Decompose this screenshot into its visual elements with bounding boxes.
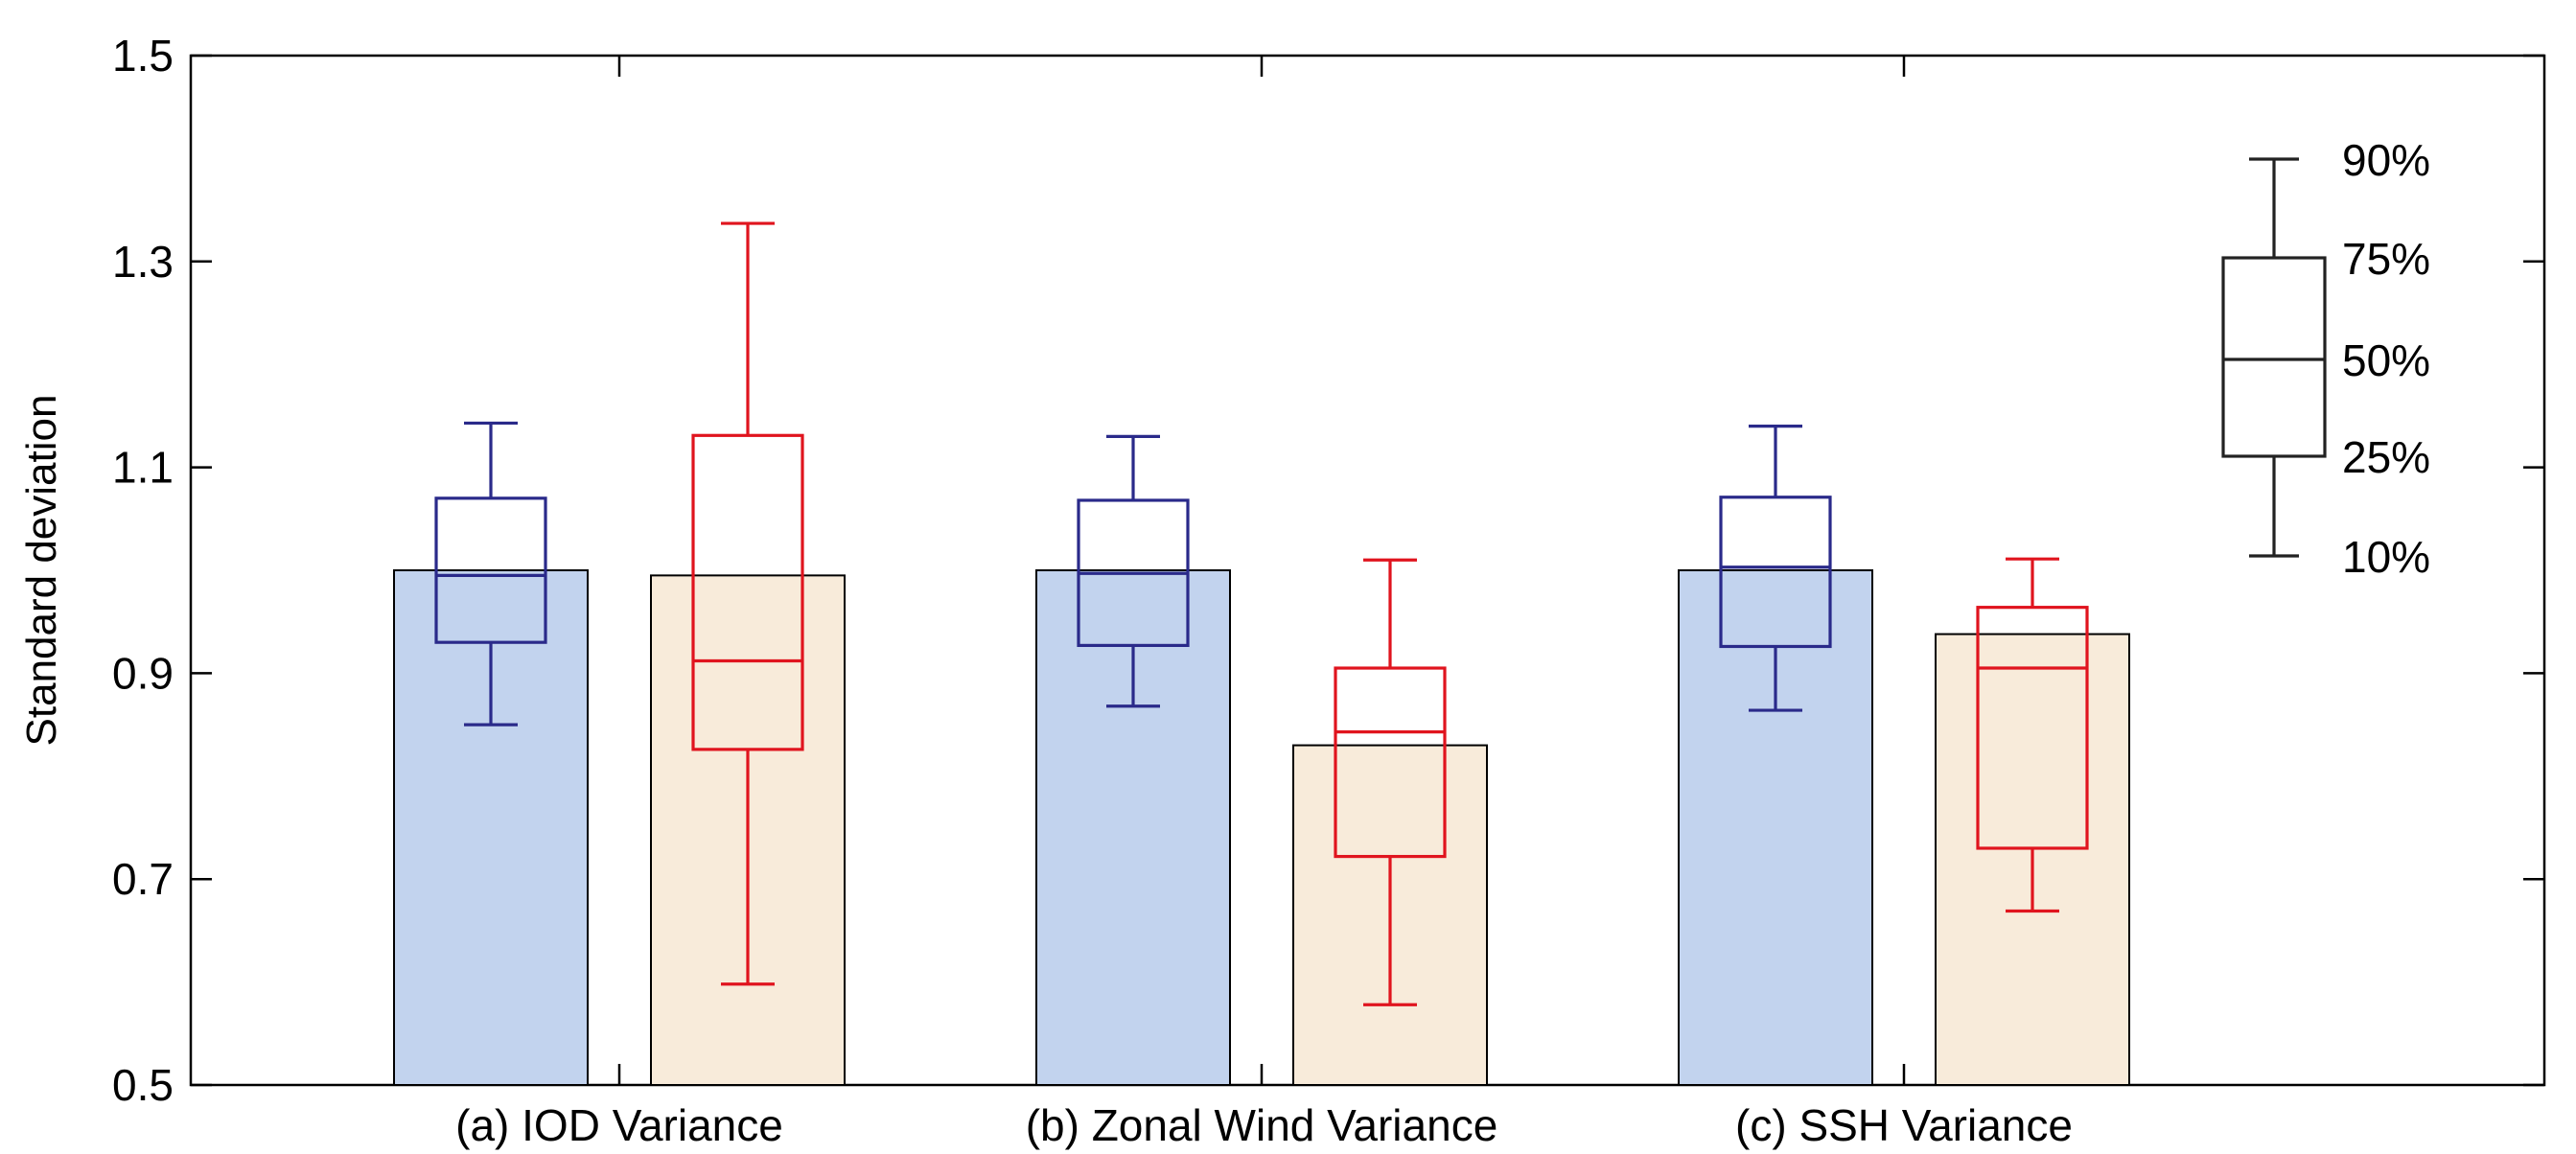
boxplots-layer: [434, 221, 2089, 1006]
box-iqr: [1334, 666, 1447, 859]
y-tick-label: 0.7: [112, 854, 174, 904]
y-tick-label: 0.5: [112, 1060, 174, 1110]
legend-label: 25%: [2342, 432, 2430, 482]
y-tick-label: 1.5: [112, 31, 174, 81]
legend: 90% 75% 50% 25% 10%: [2221, 135, 2430, 582]
y-tick-label: 0.9: [112, 648, 174, 698]
legend-label: 50%: [2342, 335, 2430, 385]
x-category-label: (a) IOD Variance: [455, 1100, 783, 1150]
box-iqr: [691, 433, 804, 751]
legend-box: [2221, 256, 2327, 458]
legend-label: 10%: [2342, 532, 2430, 582]
box-iqr: [1976, 606, 2089, 850]
y-tick-label: 1.3: [112, 237, 174, 287]
legend-label: 75%: [2342, 234, 2430, 284]
y-tick-label: 1.1: [112, 443, 174, 493]
legend-label: 90%: [2342, 135, 2430, 185]
x-axis: (a) IOD Variance (b) Zonal Wind Variance (…: [455, 56, 2073, 1150]
x-category-label: (c) SSH Variance: [1735, 1100, 2073, 1150]
y-axis: 0.5 0.7 0.9 1.1 1.3 1.5: [112, 31, 2544, 1110]
x-category-label: (b) Zonal Wind Variance: [1026, 1100, 1498, 1150]
y-axis-title: Standard deviation: [18, 395, 65, 747]
box-iqr: [1719, 496, 1832, 649]
box-iqr: [434, 496, 547, 644]
